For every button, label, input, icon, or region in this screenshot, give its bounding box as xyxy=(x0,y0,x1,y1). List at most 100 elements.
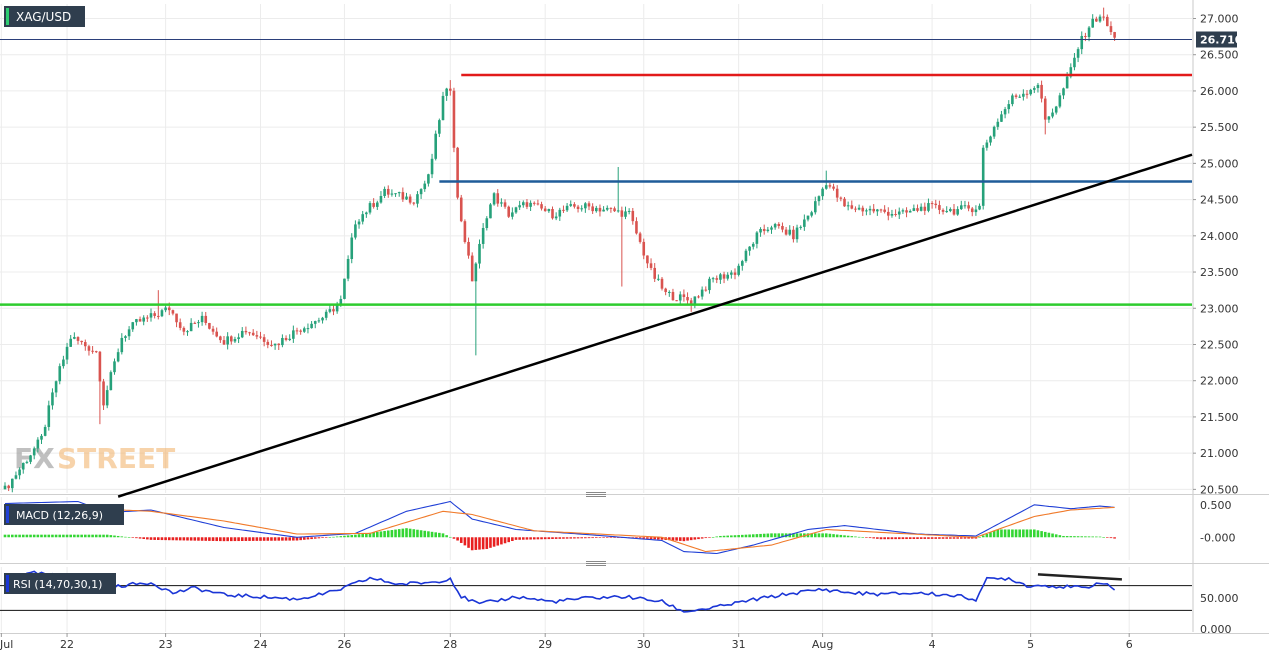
macd-histogram-bar xyxy=(94,534,98,538)
candle-body xyxy=(328,309,332,312)
candle-body xyxy=(394,193,397,195)
macd-histogram-bar xyxy=(934,537,938,539)
candle-body xyxy=(91,350,94,352)
macd-histogram-bar xyxy=(1025,529,1029,538)
macd-histogram-bar xyxy=(73,534,76,538)
candle-body xyxy=(773,224,777,228)
candle-body xyxy=(226,336,229,345)
macd-histogram-bar xyxy=(1109,537,1113,539)
candle-body xyxy=(554,216,558,219)
macd-histogram-bar xyxy=(222,537,226,542)
macd-histogram-bar xyxy=(967,537,970,539)
candle-body xyxy=(788,229,792,235)
macd-histogram-bar xyxy=(434,532,437,538)
macd-histogram-bar xyxy=(970,537,974,539)
candle-body xyxy=(310,323,313,329)
macd-histogram-bar xyxy=(960,537,963,539)
candle-body xyxy=(467,241,470,256)
macd-histogram-bar xyxy=(573,537,576,539)
macd-histogram-bar xyxy=(518,537,521,540)
candle-body xyxy=(3,485,7,490)
candle-body xyxy=(383,188,386,196)
candle-body xyxy=(1069,67,1073,77)
candle-body xyxy=(927,203,930,211)
macd-histogram-bar xyxy=(887,537,890,540)
macd-histogram-bar xyxy=(310,537,313,540)
candle-body xyxy=(303,328,306,332)
rsi-line xyxy=(4,570,1116,613)
candle-body xyxy=(704,289,708,291)
macd-histogram-bar xyxy=(332,536,335,538)
macd-histogram-bar xyxy=(138,537,142,539)
candle-body xyxy=(850,205,854,209)
macd-histogram-bar xyxy=(102,534,105,538)
macd-histogram-bar xyxy=(244,537,248,541)
macd-histogram-bar xyxy=(65,534,69,538)
candle-body xyxy=(1109,26,1113,33)
macd-histogram-bar xyxy=(1011,529,1014,538)
time-tick-label: 29 xyxy=(538,638,552,651)
macd-histogram-bar xyxy=(569,537,573,539)
candle-body xyxy=(522,202,525,206)
macd-histogram-bar xyxy=(576,537,580,539)
candle-body xyxy=(105,390,109,406)
candle-body xyxy=(379,195,383,203)
candle-body xyxy=(142,317,145,322)
macd-histogram-bar xyxy=(91,534,94,538)
macd-histogram-bar xyxy=(978,537,981,538)
candle-body xyxy=(18,469,21,476)
candle-body xyxy=(262,337,266,342)
candle-body xyxy=(324,311,328,318)
candle-body xyxy=(587,203,591,207)
candle-body xyxy=(354,224,357,238)
macd-histogram-bar xyxy=(51,534,54,538)
watermark-suffix: STREET xyxy=(57,442,175,475)
macd-histogram-bar xyxy=(894,537,897,540)
candle-body xyxy=(711,278,715,280)
candle-body xyxy=(474,263,478,282)
macd-histogram-bar xyxy=(876,537,879,539)
rsi-tick-label: 50.000 xyxy=(1200,592,1239,605)
candle-body xyxy=(1051,112,1054,117)
candle-body xyxy=(113,361,116,373)
macd-histogram-bar xyxy=(25,534,29,538)
candle-body xyxy=(496,193,500,204)
macd-histogram-bar xyxy=(401,528,405,538)
candle-body xyxy=(1007,104,1011,110)
candle-body xyxy=(678,294,682,301)
candle-body xyxy=(751,243,755,247)
candle-body xyxy=(25,461,29,463)
candle-body xyxy=(700,289,704,297)
macd-histogram-bar xyxy=(441,533,445,538)
candle-body xyxy=(883,209,886,212)
candle-body xyxy=(960,205,963,210)
macd-histogram-bar xyxy=(84,534,87,538)
macd-histogram-bar xyxy=(704,537,708,539)
candle-body xyxy=(744,250,748,262)
last-price-badge xyxy=(1196,31,1237,48)
macd-histogram-bar xyxy=(182,537,186,541)
candle-body xyxy=(967,205,970,209)
candle-body xyxy=(357,221,361,225)
price-tick-label: 25.000 xyxy=(1200,157,1239,170)
macd-histogram-bar xyxy=(3,534,7,538)
macd-histogram-bar xyxy=(215,537,218,542)
macd-histogram-bar xyxy=(1091,536,1094,538)
macd-histogram-bar xyxy=(277,537,281,541)
candle-body xyxy=(186,331,189,333)
candle-body xyxy=(824,185,828,189)
macd-histogram-bar xyxy=(383,530,386,538)
macd-histogram-bar xyxy=(547,537,551,540)
macd-histogram-bar xyxy=(766,533,770,538)
macd-histogram-bar xyxy=(350,535,354,538)
time-tick-label: 6 xyxy=(1126,638,1133,651)
macd-histogram-bar xyxy=(543,537,547,540)
candle-body xyxy=(989,136,992,143)
price-tick-label: 23.000 xyxy=(1200,302,1239,315)
macd-histogram-bar xyxy=(153,537,156,540)
macd-histogram-bar xyxy=(1058,535,1062,538)
candle-body xyxy=(890,213,894,216)
candle-body xyxy=(828,185,832,187)
candle-body xyxy=(565,205,569,211)
